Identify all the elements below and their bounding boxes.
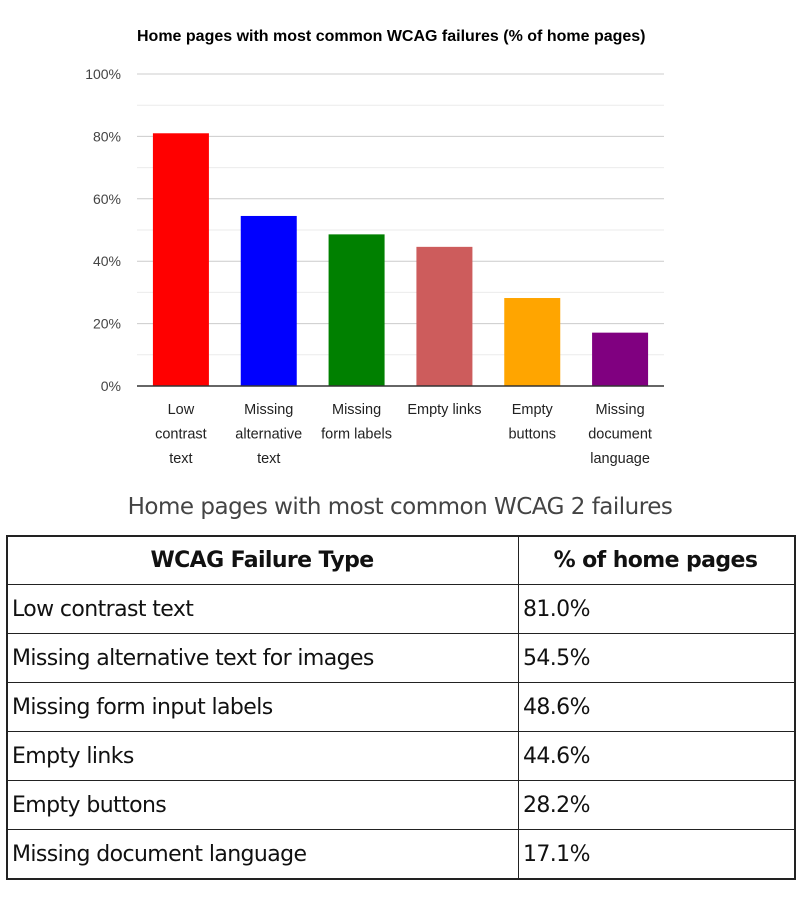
x-tick-label: Missing — [332, 402, 381, 418]
bar — [504, 298, 561, 386]
failure-type-cell: Missing alternative text for images — [6, 633, 519, 683]
x-tick-label: Empty links — [407, 402, 481, 418]
bar — [328, 234, 385, 386]
table-row: Missing form input labels 48.6% — [6, 682, 796, 732]
y-tick-label: 60% — [93, 191, 121, 207]
failure-type-cell: Low contrast text — [6, 584, 519, 634]
failure-type-cell: Empty links — [6, 731, 519, 781]
percent-cell: 48.6% — [518, 682, 796, 732]
header-percent: % of home pages — [518, 535, 796, 585]
y-tick-label: 100% — [85, 66, 121, 82]
table-row: Empty links 44.6% — [6, 731, 796, 781]
table-row: Missing alternative text for images 54.5… — [6, 633, 796, 683]
y-tick-label: 40% — [93, 253, 121, 269]
percent-cell: 28.2% — [518, 780, 796, 830]
y-tick-label: 80% — [93, 128, 121, 144]
failure-type-cell: Missing form input labels — [6, 682, 519, 732]
y-tick-label: 20% — [93, 316, 121, 332]
y-tick-label: 0% — [101, 378, 121, 394]
percent-cell: 54.5% — [518, 633, 796, 683]
table-header-row: WCAG Failure Type % of home pages — [6, 535, 796, 585]
bar — [592, 332, 649, 386]
x-tick-label: Low — [168, 402, 195, 418]
failure-type-cell: Empty buttons — [6, 780, 519, 830]
x-tick-label: Missing — [596, 402, 645, 418]
percent-cell: 17.1% — [518, 829, 796, 880]
x-tick-label: form labels — [321, 427, 392, 443]
bar-chart: Home pages with most common WCAG failure… — [85, 28, 664, 467]
x-tick-label: Missing — [244, 402, 293, 418]
x-tick-label: buttons — [508, 427, 556, 443]
percent-cell: 81.0% — [518, 584, 796, 634]
x-tick-label: language — [590, 451, 650, 467]
bar — [240, 215, 297, 386]
table-row: Empty buttons 28.2% — [6, 780, 796, 830]
percent-cell: 44.6% — [518, 731, 796, 781]
bar — [152, 133, 209, 386]
table-caption: Home pages with most common WCAG 2 failu… — [127, 494, 673, 520]
x-tick-label: text — [257, 451, 280, 467]
x-tick-label: text — [169, 451, 192, 467]
x-tick-label: contrast — [155, 427, 207, 443]
x-tick-label: Empty — [512, 402, 554, 418]
table-row: Low contrast text 81.0% — [6, 584, 796, 634]
chart-title: Home pages with most common WCAG failure… — [137, 28, 646, 45]
x-tick-label: document — [588, 427, 652, 443]
header-failure-type: WCAG Failure Type — [6, 535, 519, 585]
failures-table: WCAG Failure Type % of home pages Low co… — [6, 535, 796, 880]
table-row: Missing document language 17.1% — [6, 829, 796, 880]
bar — [416, 246, 473, 386]
x-tick-label: alternative — [235, 427, 302, 443]
failure-type-cell: Missing document language — [6, 829, 519, 880]
